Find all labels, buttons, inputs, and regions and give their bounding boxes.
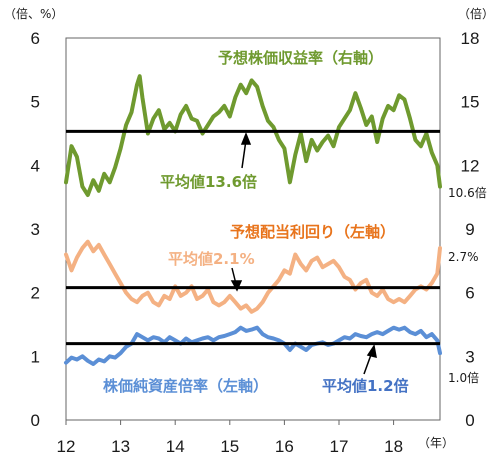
x-axis-tick-label: 13 xyxy=(111,437,130,456)
left-axis-tick: 2 xyxy=(31,284,40,303)
right-axis-tick: 6 xyxy=(465,284,474,303)
right-axis-tick: 9 xyxy=(465,220,474,239)
series-label-pbr: 株価純資産倍率（左軸） xyxy=(103,377,268,395)
right-axis-tick: 3 xyxy=(465,347,474,366)
end-label-0: 10.6倍 xyxy=(448,185,487,200)
right-axis-tick: 15 xyxy=(461,93,480,112)
left-axis-unit-label: （倍、%） xyxy=(4,6,63,21)
series-line-2 xyxy=(64,325,442,366)
x-axis-tick-label: 18 xyxy=(384,437,403,456)
left-axis-tick: 1 xyxy=(31,347,40,366)
left-axis-tick: 6 xyxy=(31,29,40,48)
avg-label-pbr: 平均値1.2倍 xyxy=(322,377,409,395)
series-lines xyxy=(64,74,442,366)
left-axis-tick: 4 xyxy=(31,156,40,175)
right-axis-ticks: 0 3 6 9 12 15 18 xyxy=(461,29,480,430)
avg-label-per: 平均値13.6倍 xyxy=(160,173,257,191)
x-axis-unit-label: （年） xyxy=(418,436,454,450)
avg-label-dividend: 平均値2.1% xyxy=(168,250,255,268)
avg-arrow-per xyxy=(240,131,252,169)
right-axis-tick: 0 xyxy=(465,411,474,430)
right-axis-tick: 12 xyxy=(461,156,480,175)
right-axis-unit-label: （倍） xyxy=(458,6,494,21)
x-axis-tick-label: 14 xyxy=(166,437,185,456)
end-value-labels: 10.6倍 2.7% 1.0倍 xyxy=(448,185,487,385)
avg-arrow-pbr xyxy=(363,344,377,375)
x-axis-ticks: 12 13 14 15 16 17 18 xyxy=(57,420,403,456)
left-axis-tick: 5 xyxy=(31,93,40,112)
series-line-0 xyxy=(64,74,442,197)
left-axis-tick: 0 xyxy=(31,411,40,430)
left-axis-ticks: 0 1 2 3 4 5 6 xyxy=(31,29,40,430)
end-label-1: 2.7% xyxy=(448,250,479,264)
series-line-1 xyxy=(64,239,442,314)
x-axis-tick-label: 15 xyxy=(220,437,239,456)
x-axis-tick-label: 16 xyxy=(275,437,294,456)
series-label-per: 予想株価収益率（右軸） xyxy=(218,49,383,67)
average-lines xyxy=(66,129,440,346)
plot-frame xyxy=(65,37,441,421)
left-axis-tick: 3 xyxy=(31,220,40,239)
end-label-2: 1.0倍 xyxy=(448,370,479,385)
right-axis-tick: 18 xyxy=(461,29,480,48)
x-axis-tick-label: 12 xyxy=(57,437,76,456)
x-axis-tick-label: 17 xyxy=(330,437,349,456)
avg-arrow-dividend xyxy=(230,267,243,292)
series-label-dividend: 予想配当利回り（左軸） xyxy=(230,223,395,241)
